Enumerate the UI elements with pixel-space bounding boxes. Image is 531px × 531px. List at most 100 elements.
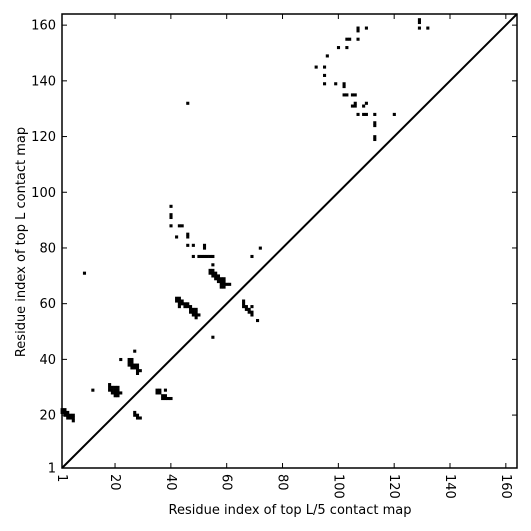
- contact-point: [186, 232, 190, 236]
- contact-point: [113, 385, 117, 389]
- contact-point: [336, 46, 341, 50]
- contact-point: [211, 271, 215, 275]
- contact-point: [68, 416, 73, 420]
- contact-point: [127, 357, 131, 362]
- contact-point: [108, 385, 112, 389]
- y-tick-label: 100: [31, 186, 56, 201]
- contact-point: [325, 54, 329, 58]
- contact-point: [138, 369, 142, 373]
- contact-point: [373, 124, 377, 128]
- contact-point: [205, 254, 209, 259]
- contact-point: [116, 388, 120, 392]
- contact-point: [242, 302, 246, 306]
- contact-point: [222, 277, 226, 281]
- contact-point: [362, 104, 366, 108]
- contact-point: [214, 271, 218, 275]
- contact-point: [250, 305, 254, 309]
- contact-point: [244, 305, 248, 309]
- contact-point: [71, 416, 75, 420]
- contact-point: [135, 366, 140, 370]
- contact-point: [191, 313, 195, 317]
- contact-point: [350, 93, 354, 97]
- contact-point: [194, 316, 198, 320]
- x-tick-label: 140: [442, 474, 457, 499]
- contact-point: [127, 363, 131, 367]
- diagonal-line: [61, 13, 518, 469]
- contact-point: [219, 277, 223, 281]
- contact-point: [250, 254, 254, 259]
- contact-point: [202, 246, 207, 250]
- contact-point: [177, 299, 181, 303]
- y-tick-label: 60: [39, 297, 56, 312]
- contact-point: [211, 254, 215, 259]
- x-tick-label: 160: [498, 474, 513, 499]
- contact-point: [392, 112, 396, 116]
- contact-point: [219, 279, 223, 284]
- contact-point: [247, 310, 251, 314]
- contact-point: [186, 302, 190, 306]
- contact-point: [353, 101, 357, 105]
- contact-point: [127, 360, 131, 364]
- contact-point: [63, 408, 67, 412]
- contact-point: [113, 394, 117, 398]
- contact-point: [186, 305, 190, 309]
- contact-point: [191, 310, 195, 314]
- contact-point: [175, 299, 179, 303]
- contact-point: [364, 112, 368, 116]
- contact-point: [225, 282, 229, 286]
- contact-point: [258, 246, 262, 250]
- contact-point: [68, 413, 73, 417]
- contact-point: [186, 243, 190, 247]
- contact-point: [348, 37, 352, 41]
- contact-point: [345, 37, 349, 41]
- contact-point: [191, 243, 195, 247]
- contact-point: [202, 254, 207, 259]
- contact-point: [214, 277, 218, 281]
- contact-point: [113, 388, 117, 392]
- contact-point: [133, 349, 137, 353]
- contact-point: [356, 29, 360, 33]
- contact-point: [133, 410, 137, 414]
- contact-point: [202, 243, 207, 247]
- contact-point: [216, 279, 221, 284]
- contact-point: [135, 413, 140, 417]
- contact-point: [177, 302, 181, 306]
- contact-point: [323, 82, 327, 86]
- y-tick-label: 120: [31, 130, 56, 145]
- contact-point: [364, 26, 368, 30]
- contact-point: [158, 391, 162, 395]
- contact-point: [116, 385, 120, 389]
- contact-point: [191, 254, 195, 259]
- contact-point: [116, 394, 120, 398]
- contact-point: [130, 357, 134, 362]
- contact-point: [155, 391, 159, 395]
- contact-point: [135, 416, 140, 420]
- contact-point: [186, 235, 190, 239]
- contact-point: [356, 112, 360, 116]
- contact-point: [194, 310, 198, 314]
- contact-point: [323, 65, 327, 69]
- contact-point: [91, 388, 95, 392]
- contact-point: [194, 313, 198, 317]
- contact-point: [417, 26, 421, 30]
- contact-point: [197, 254, 201, 259]
- contact-point: [180, 299, 184, 303]
- contact-point: [222, 279, 226, 284]
- contact-point: [244, 307, 248, 311]
- contact-point: [373, 121, 377, 125]
- contact-point: [189, 307, 193, 311]
- contact-point: [197, 313, 201, 317]
- contact-point: [180, 224, 184, 228]
- contact-point: [256, 318, 260, 323]
- contact-point: [342, 85, 346, 89]
- contact-point: [110, 391, 114, 395]
- contact-point: [214, 274, 218, 278]
- contact-point: [314, 65, 318, 69]
- contact-point: [183, 305, 187, 309]
- x-tick-label: 20: [107, 474, 122, 491]
- contact-point: [426, 26, 430, 30]
- contact-point: [334, 82, 338, 86]
- contact-point: [208, 271, 212, 275]
- contact-point: [219, 285, 223, 289]
